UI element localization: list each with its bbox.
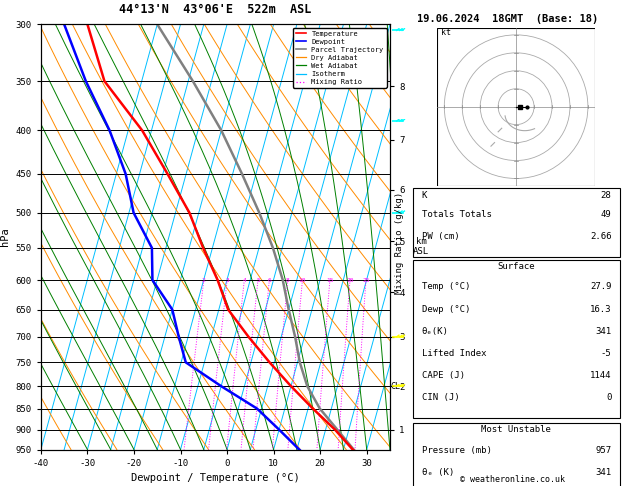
- Bar: [413, 423, 620, 486]
- Text: 25: 25: [362, 278, 370, 282]
- Text: Totals Totals: Totals Totals: [421, 210, 491, 219]
- Text: Mixing Ratio (g/kg): Mixing Ratio (g/kg): [395, 192, 404, 294]
- Text: Surface: Surface: [498, 261, 535, 271]
- Text: kt: kt: [441, 28, 451, 37]
- Text: 8: 8: [286, 278, 289, 282]
- Text: PW (cm): PW (cm): [421, 232, 459, 242]
- Text: 5: 5: [256, 278, 260, 282]
- Text: CL: CL: [390, 382, 400, 391]
- Y-axis label: km
ASL: km ASL: [413, 237, 429, 256]
- Text: 3: 3: [225, 278, 229, 282]
- Text: © weatheronline.co.uk: © weatheronline.co.uk: [460, 475, 565, 484]
- Y-axis label: hPa: hPa: [0, 227, 10, 246]
- Bar: [413, 188, 620, 257]
- Text: 6: 6: [267, 278, 271, 282]
- Text: 957: 957: [595, 446, 611, 455]
- Text: 10: 10: [299, 278, 306, 282]
- Text: 4: 4: [242, 278, 246, 282]
- Text: Dewp (°C): Dewp (°C): [421, 305, 470, 313]
- Text: Lifted Index: Lifted Index: [421, 349, 486, 358]
- Bar: [413, 260, 620, 418]
- Text: Pressure (mb): Pressure (mb): [421, 446, 491, 455]
- Legend: Temperature, Dewpoint, Parcel Trajectory, Dry Adiabat, Wet Adiabat, Isotherm, Mi: Temperature, Dewpoint, Parcel Trajectory…: [292, 28, 386, 88]
- Text: CAPE (J): CAPE (J): [421, 371, 464, 380]
- Text: CIN (J): CIN (J): [421, 394, 459, 402]
- X-axis label: Dewpoint / Temperature (°C): Dewpoint / Temperature (°C): [131, 473, 300, 483]
- Text: Temp (°C): Temp (°C): [421, 282, 470, 292]
- Text: -5: -5: [601, 349, 611, 358]
- Text: 28: 28: [601, 191, 611, 200]
- Text: 0: 0: [606, 394, 611, 402]
- Text: 15: 15: [326, 278, 333, 282]
- Text: 27.9: 27.9: [590, 282, 611, 292]
- Text: 2.66: 2.66: [590, 232, 611, 242]
- Text: 49: 49: [601, 210, 611, 219]
- Text: 20: 20: [346, 278, 353, 282]
- Text: 341: 341: [595, 327, 611, 336]
- Text: 2: 2: [202, 278, 206, 282]
- Text: 16.3: 16.3: [590, 305, 611, 313]
- Text: 341: 341: [595, 468, 611, 477]
- Text: 19.06.2024  18GMT  (Base: 18): 19.06.2024 18GMT (Base: 18): [417, 14, 598, 24]
- Text: 1144: 1144: [590, 371, 611, 380]
- Text: θₑ(K): θₑ(K): [421, 327, 448, 336]
- Text: 44°13'N  43°06'E  522m  ASL: 44°13'N 43°06'E 522m ASL: [120, 3, 311, 16]
- Text: θₑ (K): θₑ (K): [421, 468, 454, 477]
- Text: K: K: [421, 191, 427, 200]
- Text: Most Unstable: Most Unstable: [481, 425, 552, 434]
